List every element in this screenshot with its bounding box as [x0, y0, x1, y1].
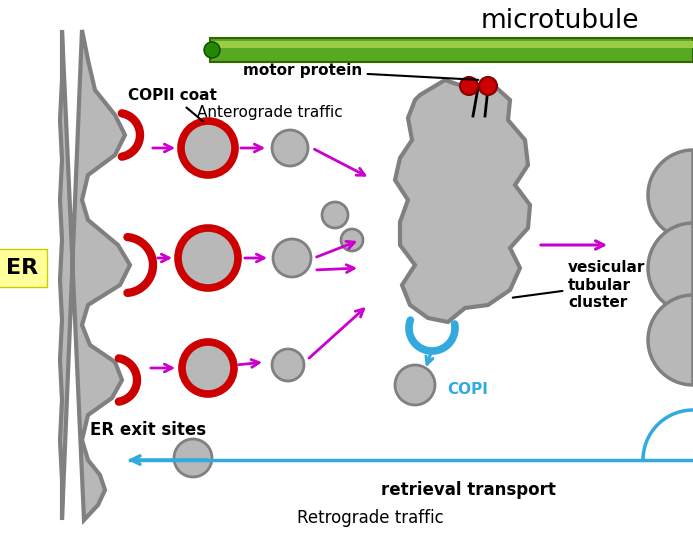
- Text: retrieval transport: retrieval transport: [380, 481, 555, 499]
- Wedge shape: [648, 150, 693, 240]
- Text: Anterograde traffic: Anterograde traffic: [197, 105, 343, 119]
- Circle shape: [273, 239, 311, 277]
- Polygon shape: [210, 38, 693, 62]
- Polygon shape: [60, 30, 130, 520]
- Text: vesicular
tubular
cluster: vesicular tubular cluster: [513, 260, 645, 310]
- Text: ER exit sites: ER exit sites: [90, 421, 206, 439]
- Circle shape: [174, 439, 212, 477]
- Circle shape: [272, 349, 304, 381]
- Circle shape: [178, 228, 238, 288]
- Text: Retrograde traffic: Retrograde traffic: [297, 509, 444, 527]
- Polygon shape: [215, 41, 693, 48]
- Circle shape: [181, 121, 235, 175]
- Circle shape: [460, 77, 478, 95]
- Text: COPI: COPI: [448, 382, 489, 397]
- Circle shape: [322, 202, 348, 228]
- Circle shape: [479, 77, 497, 95]
- Polygon shape: [395, 80, 530, 322]
- Text: ER: ER: [6, 258, 38, 278]
- Circle shape: [204, 42, 220, 58]
- Text: microtubule: microtubule: [481, 8, 639, 34]
- Circle shape: [395, 365, 435, 405]
- Text: COPII coat: COPII coat: [128, 88, 216, 121]
- Circle shape: [272, 130, 308, 166]
- Circle shape: [182, 342, 234, 394]
- Circle shape: [341, 229, 363, 251]
- Wedge shape: [648, 223, 693, 313]
- Wedge shape: [648, 295, 693, 385]
- Text: motor protein: motor protein: [243, 63, 478, 80]
